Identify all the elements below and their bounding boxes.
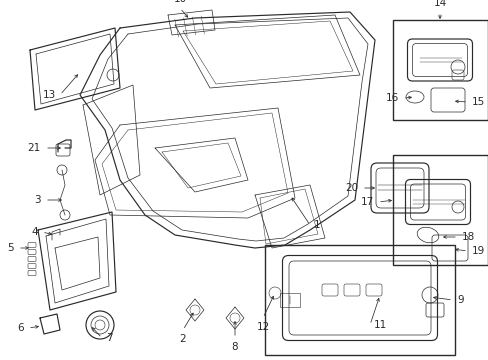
Text: 1: 1 xyxy=(313,220,320,230)
Text: 10: 10 xyxy=(173,0,186,4)
Text: 4: 4 xyxy=(31,227,38,237)
Text: 3: 3 xyxy=(34,195,41,205)
Bar xyxy=(280,293,299,307)
Text: 8: 8 xyxy=(231,342,238,352)
Text: 11: 11 xyxy=(373,320,386,330)
Text: 15: 15 xyxy=(471,97,484,107)
Text: 12: 12 xyxy=(256,322,269,332)
Text: 2: 2 xyxy=(179,334,186,344)
Text: 17: 17 xyxy=(360,197,373,207)
Text: 13: 13 xyxy=(42,90,56,100)
Text: 5: 5 xyxy=(7,243,14,253)
Text: 6: 6 xyxy=(18,323,24,333)
Bar xyxy=(392,155,487,265)
Bar xyxy=(264,245,454,355)
Text: 18: 18 xyxy=(461,232,474,242)
Text: 7: 7 xyxy=(106,333,112,343)
Text: 19: 19 xyxy=(471,246,484,256)
Text: 21: 21 xyxy=(28,143,41,153)
Text: 9: 9 xyxy=(456,295,463,305)
Text: 20: 20 xyxy=(344,183,357,193)
Text: 14: 14 xyxy=(432,0,446,8)
Text: 16: 16 xyxy=(385,93,398,103)
Bar xyxy=(392,20,487,120)
